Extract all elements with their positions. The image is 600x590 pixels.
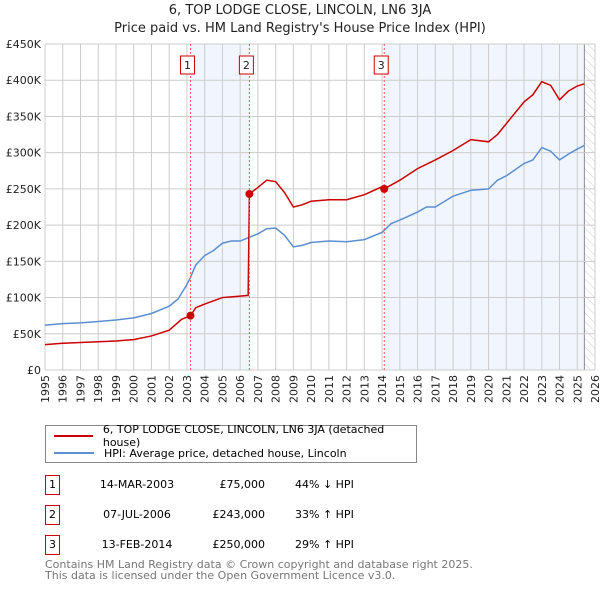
x-tick-label: 2014: [376, 375, 389, 403]
y-tick-label: £400K: [6, 74, 42, 87]
x-tick-label: 2002: [163, 375, 176, 403]
sale-number: 3: [45, 535, 60, 555]
sale-row: 2 07-JUL-2006 £243,000 33% ↑ HPI: [45, 505, 445, 525]
sale-row: 1 14-MAR-2003 £75,000 44% ↓ HPI: [45, 475, 445, 495]
forecast-hatch: [584, 44, 595, 370]
sale-date: 14-MAR-2003: [99, 478, 175, 491]
sale-date: 13-FEB-2014: [101, 538, 173, 551]
x-tick-label: 2023: [536, 375, 549, 403]
sale-point: [380, 184, 389, 193]
x-tick-label: 2021: [500, 375, 513, 403]
series-line: [44, 144, 585, 326]
y-tick-label: £200K: [6, 219, 42, 232]
y-tick-label: £100K: [6, 292, 42, 305]
sale-label: 3: [378, 59, 385, 72]
x-tick-label: 1999: [110, 375, 123, 403]
x-tick-label: 2026: [589, 375, 600, 403]
x-tick-label: 2006: [234, 375, 247, 403]
sale-row: 3 13-FEB-2014 £250,000 29% ↑ HPI: [45, 535, 445, 555]
sale-date: 07-JUL-2006: [103, 508, 171, 521]
shaded-period: [190, 44, 250, 370]
legend-label: HPI: Average price, detached house, Linc…: [104, 446, 347, 460]
legend-label: 6, TOP LODGE CLOSE, LINCOLN, LN6 3JA (de…: [102, 423, 385, 449]
sale-price: £243,000: [212, 508, 266, 521]
x-tick-label: 2025: [571, 375, 584, 403]
footer-licence: This data is licensed under the Open Gov…: [45, 569, 396, 582]
footer-copyright: Contains HM Land Registry data © Crown c…: [45, 558, 473, 571]
y-tick-label: £50K: [13, 328, 42, 341]
x-tick-label: 2004: [199, 375, 212, 403]
x-tick-label: 2011: [323, 375, 336, 403]
y-tick-label: £300K: [6, 147, 42, 160]
shaded-period: [384, 44, 585, 370]
x-tick-label: 2017: [429, 375, 442, 403]
sale-number: 2: [45, 505, 60, 525]
x-tick-label: 2016: [412, 375, 425, 403]
legend-item-property: 6, TOP LODGE CLOSE, LINCOLN, LN6 3JA (de…: [54, 423, 416, 449]
sale-price: £75,000: [219, 478, 266, 491]
sale-label: 1: [184, 59, 191, 72]
x-tick-label: 1997: [74, 375, 87, 403]
sale-number: 1: [45, 475, 60, 495]
sale-hpi-diff: 29% ↑ HPI: [295, 538, 354, 551]
chart-title: 6, TOP LODGE CLOSE, LINCOLN, LN6 3JA: [168, 3, 432, 18]
x-tick-label: 1996: [57, 375, 70, 403]
sale-point: [245, 189, 254, 198]
sale-label-box: [373, 55, 389, 75]
legend-swatch: [54, 435, 93, 437]
legend-swatch: [54, 452, 94, 454]
x-tick-label: 2009: [287, 375, 300, 403]
chart-subtitle: Price paid vs. HM Land Registry's House …: [114, 21, 486, 36]
x-tick-label: 1998: [92, 375, 105, 403]
y-tick-label: £250K: [6, 183, 42, 196]
legend-item-hpi: HPI: Average price, detached house, Linc…: [54, 445, 347, 461]
y-tick-label: £350K: [6, 110, 42, 123]
series-line: [44, 80, 585, 346]
x-tick-label: 2005: [216, 375, 229, 403]
sale-label-box: [179, 55, 195, 75]
y-tick-label: £450K: [6, 38, 42, 51]
x-tick-label: 1995: [39, 375, 52, 403]
x-tick-label: 2019: [465, 375, 478, 403]
x-tick-label: 2010: [305, 375, 318, 403]
sale-hpi-diff: 33% ↑ HPI: [295, 508, 354, 521]
y-tick-label: £150K: [6, 255, 42, 268]
legend: 6, TOP LODGE CLOSE, LINCOLN, LN6 3JA (de…: [45, 423, 417, 463]
x-tick-label: 2022: [518, 375, 531, 403]
x-tick-label: 2015: [394, 375, 407, 403]
x-tick-label: 2020: [483, 375, 496, 403]
sale-label-box: [238, 55, 254, 75]
x-tick-label: 2003: [181, 375, 194, 403]
y-tick-label: £0: [27, 364, 41, 377]
x-tick-label: 2013: [358, 375, 371, 403]
x-tick-label: 2008: [270, 375, 283, 403]
sale-hpi-diff: 44% ↓ HPI: [295, 478, 354, 491]
x-tick-label: 2007: [252, 375, 265, 403]
x-tick-label: 2012: [341, 375, 354, 403]
price-chart: 1995 1996 1997 1998 1999 2000 2001 2002 2003 2004…: [6, 38, 600, 403]
sale-point: [186, 311, 195, 320]
sale-price: £250,000: [212, 538, 266, 551]
x-tick-label: 2018: [447, 375, 460, 403]
x-tick-label: 2000: [128, 375, 141, 403]
x-tick-label: 2024: [554, 375, 567, 403]
x-tick-label: 2001: [145, 375, 158, 403]
sale-label: 2: [243, 59, 250, 72]
